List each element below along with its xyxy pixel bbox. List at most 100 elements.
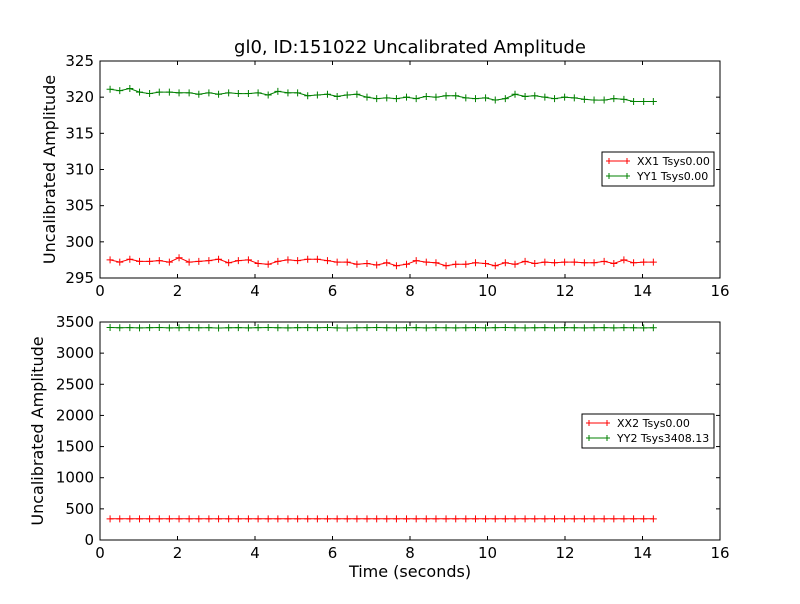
- data-point: [570, 324, 578, 332]
- data-point: [471, 95, 479, 103]
- data-point: [649, 258, 657, 266]
- data-point: [274, 515, 282, 523]
- data-point: [471, 259, 479, 267]
- y-tick-label: 1000: [56, 469, 94, 487]
- data-point: [274, 87, 282, 95]
- data-point: [482, 515, 490, 523]
- data-point: [442, 324, 450, 332]
- data-point: [264, 515, 272, 523]
- data-point: [600, 324, 608, 332]
- data-point: [590, 324, 598, 332]
- data-point: [234, 257, 242, 265]
- data-point: [462, 515, 470, 523]
- data-point: [501, 95, 509, 103]
- data-point: [343, 258, 351, 266]
- data-point: [511, 515, 519, 523]
- y-tick-label: 2000: [56, 406, 94, 424]
- data-point: [106, 256, 114, 264]
- data-point: [363, 260, 371, 268]
- data-point: [570, 258, 578, 266]
- data-point: [620, 95, 628, 103]
- data-point: [205, 515, 213, 523]
- data-point: [185, 258, 193, 266]
- data-point: [501, 259, 509, 267]
- data-point: [422, 92, 430, 100]
- data-point: [620, 515, 628, 523]
- data-point: [323, 323, 331, 331]
- legend-swatch-marker: [606, 158, 612, 164]
- x-tick-label: 2: [173, 282, 183, 300]
- x-tick-label: 16: [710, 544, 729, 562]
- data-point: [561, 258, 569, 266]
- data-point: [294, 515, 302, 523]
- data-point: [412, 515, 420, 523]
- data-point: [146, 257, 154, 265]
- data-point: [264, 260, 272, 268]
- data-point: [541, 515, 549, 523]
- data-point: [600, 515, 608, 523]
- data-point: [392, 95, 400, 103]
- x-tick-label: 0: [95, 544, 105, 562]
- x-tick-label: 8: [405, 544, 415, 562]
- y-tick-label: 325: [65, 52, 94, 70]
- data-point: [649, 324, 657, 332]
- data-point: [403, 260, 411, 268]
- data-point: [244, 324, 252, 332]
- data-point: [630, 259, 638, 267]
- data-point: [649, 515, 657, 523]
- legend: XX1 Tsys0.00 YY1 Tsys0.00: [601, 151, 715, 187]
- data-point: [491, 324, 499, 332]
- legend-label: YY1 Tsys0.00: [636, 170, 708, 183]
- legend-box: [601, 151, 715, 187]
- data-point: [313, 515, 321, 523]
- y-tick-label: 305: [65, 197, 94, 215]
- data-point: [580, 95, 588, 103]
- data-point: [126, 515, 134, 523]
- legend-box: [581, 413, 715, 449]
- data-point: [165, 88, 173, 96]
- subplot-1: 0 2 4 6 8 10 12 14 16 295 300 305 310 315 320 325 Uncali…: [40, 52, 730, 300]
- data-point: [412, 95, 420, 103]
- data-point: [491, 96, 499, 104]
- data-point: [195, 515, 203, 523]
- data-point: [284, 89, 292, 97]
- data-point: [106, 515, 114, 523]
- data-point: [442, 262, 450, 270]
- data-point: [215, 515, 223, 523]
- data-point: [136, 515, 144, 523]
- data-point: [353, 515, 361, 523]
- data-point: [600, 257, 608, 265]
- data-point: [244, 515, 252, 523]
- data-point: [165, 515, 173, 523]
- data-point: [422, 324, 430, 332]
- data-point: [640, 324, 648, 332]
- legend-label: XX1 Tsys0.00: [637, 155, 710, 168]
- data-point: [274, 257, 282, 265]
- series-xx1: [106, 254, 657, 270]
- data-point: [392, 262, 400, 270]
- data-point: [155, 257, 163, 265]
- data-point: [521, 515, 529, 523]
- data-point: [462, 324, 470, 332]
- data-point: [570, 94, 578, 102]
- data-point: [383, 515, 391, 523]
- data-point: [471, 324, 479, 332]
- x-tick-label: 6: [328, 544, 338, 562]
- data-point: [412, 324, 420, 332]
- data-point: [313, 255, 321, 263]
- data-point: [323, 257, 331, 265]
- y-tick-label: 300: [65, 233, 94, 251]
- data-point: [205, 89, 213, 97]
- data-point: [610, 515, 618, 523]
- data-point: [195, 324, 203, 332]
- data-point: [116, 87, 124, 95]
- data-point: [254, 260, 262, 268]
- data-point: [136, 88, 144, 96]
- data-point: [462, 94, 470, 102]
- legend-label: XX2 Tsys0.00: [617, 417, 690, 430]
- y-tick-label: 0: [84, 531, 94, 549]
- data-point: [501, 324, 509, 332]
- data-point: [343, 324, 351, 332]
- data-point: [432, 324, 440, 332]
- data-point: [580, 324, 588, 332]
